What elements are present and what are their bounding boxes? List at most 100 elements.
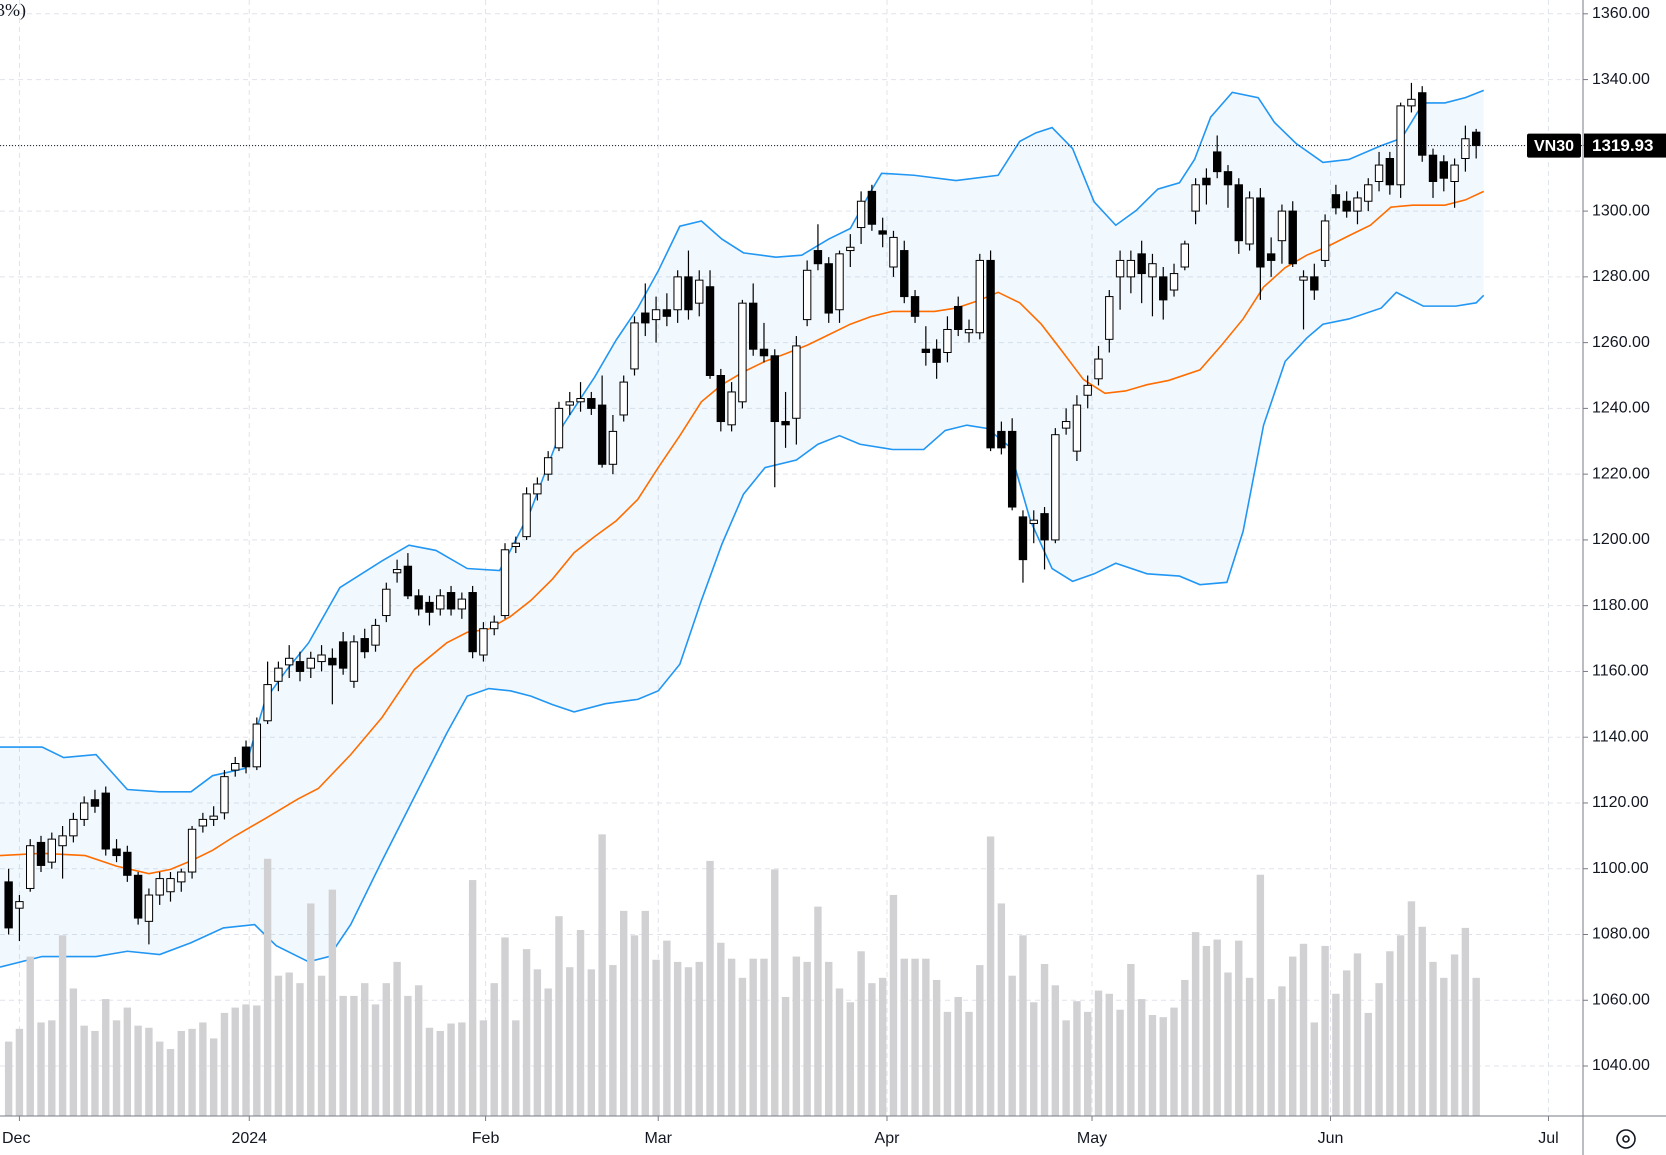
candle-body: [1105, 296, 1114, 340]
volume-bar: [1040, 964, 1049, 1116]
candle-body: [15, 901, 24, 909]
candle-body: [932, 348, 941, 363]
volume-bar: [1332, 993, 1340, 1116]
candle-body: [112, 848, 121, 857]
volume-bar: [587, 969, 596, 1116]
price-tag: [1584, 133, 1666, 158]
volume-bar: [4, 1041, 13, 1116]
candle-body: [79, 802, 89, 820]
candle-body: [382, 588, 391, 617]
volume-bar: [976, 965, 984, 1116]
volume-bar: [771, 869, 779, 1116]
candle-body: [36, 841, 46, 866]
volume-bar: [188, 1028, 196, 1116]
volume-bar: [1418, 926, 1426, 1116]
volume-bar: [598, 834, 606, 1116]
volume-bar: [1386, 951, 1394, 1116]
volume-bar: [1159, 1017, 1167, 1116]
volume-bar: [1094, 990, 1103, 1116]
candle-body: [274, 667, 283, 682]
volume-bar: [760, 958, 768, 1116]
volume-bar: [544, 988, 552, 1116]
candle-body: [446, 592, 456, 610]
candle-body: [1212, 151, 1222, 173]
volume-bar: [512, 1020, 520, 1116]
candle-body: [1159, 276, 1168, 301]
volume-bar: [274, 975, 283, 1116]
candle-body: [1342, 200, 1351, 212]
volume-bar: [156, 1041, 164, 1116]
volume-bar: [296, 983, 304, 1116]
volume-bar: [1235, 940, 1243, 1116]
volume-bar: [361, 983, 369, 1116]
volume-bar: [576, 930, 585, 1116]
volume-bar: [80, 1025, 88, 1116]
volume-bar: [1213, 939, 1221, 1116]
candle-body: [1094, 358, 1103, 380]
volume-bar: [1321, 945, 1329, 1116]
volume-bar: [738, 977, 747, 1116]
candle-body: [997, 430, 1006, 449]
volume-bar: [393, 961, 401, 1116]
candle-body: [802, 269, 812, 321]
candle-body: [727, 391, 736, 426]
volume-bar: [285, 972, 293, 1116]
candle-body: [155, 878, 164, 896]
candle-body: [511, 542, 520, 547]
candle-body: [1320, 220, 1330, 261]
volume-bar: [1310, 1022, 1319, 1116]
volume-bar: [1137, 999, 1146, 1116]
volume-bar: [1267, 999, 1275, 1116]
candle-body: [576, 398, 585, 403]
volume-bar: [749, 958, 757, 1116]
volume-bar: [134, 1025, 142, 1116]
candle-body: [338, 641, 348, 669]
candle-body: [813, 250, 823, 265]
volume-bar: [825, 961, 833, 1116]
candle-body: [1061, 421, 1071, 429]
candle-body: [1223, 171, 1233, 186]
candle-body: [90, 799, 100, 807]
candle-body: [1191, 184, 1200, 212]
volume-bar: [102, 999, 110, 1116]
volume-bar: [781, 996, 790, 1116]
volume-bar: [566, 967, 574, 1116]
volume-bar: [1062, 1020, 1070, 1116]
candle-body: [1450, 164, 1459, 183]
volume-bar: [1170, 1007, 1178, 1116]
volume-bar: [350, 995, 358, 1116]
volume-bar: [695, 961, 703, 1116]
y-tick-label: 1300.00: [1592, 202, 1650, 219]
candle-body: [1471, 131, 1481, 147]
candle-body: [101, 792, 110, 850]
volume-bar: [684, 967, 693, 1116]
volume-bar: [1008, 975, 1016, 1116]
settings-icon-core[interactable]: [1622, 1135, 1630, 1143]
volume-bar: [58, 935, 67, 1116]
volume-bar: [37, 1022, 45, 1116]
volume-bar: [641, 910, 649, 1116]
candle-body: [241, 746, 251, 768]
candle-body: [543, 457, 553, 475]
volume-bar: [1342, 970, 1351, 1116]
y-tick-label: 1220.00: [1592, 465, 1650, 482]
volume-bar: [533, 969, 542, 1116]
candle-body: [1374, 164, 1384, 183]
settings-icon-ring[interactable]: [1616, 1129, 1636, 1149]
volume-bar: [414, 985, 423, 1116]
candle-body: [554, 407, 564, 449]
volume-bar: [15, 1028, 24, 1116]
candle-body: [123, 851, 132, 876]
candle-body: [1040, 513, 1049, 541]
volume-bar: [1202, 945, 1211, 1116]
candle-body: [1353, 197, 1362, 212]
volume-bar: [177, 1030, 185, 1116]
candle-body: [1245, 197, 1254, 245]
price-label: 1319.93: [1592, 136, 1653, 155]
volume-bar: [954, 996, 962, 1116]
volume-bar: [26, 956, 34, 1116]
candle-body: [349, 641, 359, 682]
settings-button[interactable]: [1616, 1129, 1636, 1149]
candle-body: [587, 398, 596, 409]
legend-fragment: 3%): [0, 0, 26, 21]
